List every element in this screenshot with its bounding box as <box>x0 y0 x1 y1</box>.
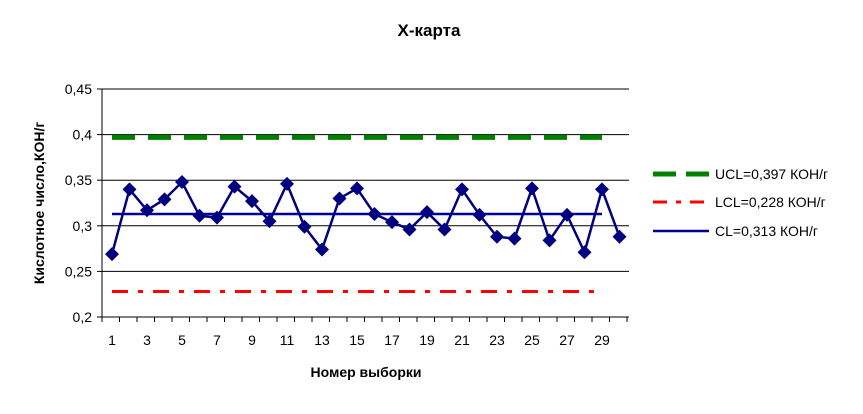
y-tick-label: 0,35 <box>65 172 92 188</box>
axes <box>97 88 629 322</box>
legend-label: LCL=0,228 КОН/г <box>715 194 826 210</box>
y-tick-label: 0,25 <box>65 263 92 279</box>
data-point <box>507 231 522 246</box>
x-tick-label: 15 <box>349 332 365 348</box>
x-tick-label: 9 <box>248 332 256 348</box>
data-point <box>490 229 504 244</box>
y-tick-label: 0,45 <box>65 81 92 97</box>
x-tick-label: 3 <box>143 332 151 348</box>
x-axis-label: Номер выборки <box>311 364 422 380</box>
data-point <box>332 191 347 206</box>
y-tick-label: 0,2 <box>73 309 93 325</box>
gridlines <box>102 88 629 272</box>
data-point <box>122 182 137 197</box>
data-point <box>560 207 574 222</box>
x-tick-label: 21 <box>454 332 470 348</box>
x-tick-labels: 1 3 5 7 9 11 13 15 17 19 21 23 25 27 29 <box>108 332 610 348</box>
legend: UCL=0,397 КОН/г LCL=0,228 КОН/г CL=0,313 К… <box>653 166 828 239</box>
data-point <box>367 206 382 221</box>
data-point <box>455 182 469 197</box>
data-point <box>595 182 609 197</box>
legend-label: CL=0,313 КОН/г <box>715 223 818 239</box>
data-point <box>577 245 592 260</box>
x-tick-label: 23 <box>489 332 505 348</box>
y-tick-label: 0,3 <box>73 218 93 234</box>
x-tick-label: 25 <box>524 332 540 348</box>
control-limit-lines <box>112 134 602 293</box>
data-point <box>175 175 189 190</box>
data-point <box>140 203 154 218</box>
x-tick-label: 17 <box>384 332 400 348</box>
data-point <box>157 192 172 207</box>
data-point <box>315 242 329 257</box>
y-axis-label: Кислотное число,КОН/г <box>31 122 47 284</box>
y-tick-labels: 0,2 0,25 0,3 0,35 0,4 0,45 <box>65 81 92 325</box>
x-tick-label: 11 <box>280 332 295 348</box>
x-tick-label: 19 <box>419 332 435 348</box>
x-tick-label: 7 <box>213 332 221 348</box>
chart-title: X-карта <box>398 21 461 40</box>
data-point <box>280 176 294 191</box>
data-point <box>262 214 277 229</box>
y-tick-label: 0,4 <box>73 127 93 143</box>
data-point <box>385 215 399 230</box>
data-point <box>192 208 207 223</box>
series-line <box>110 179 621 256</box>
data-point <box>472 207 487 222</box>
data-point <box>105 247 119 262</box>
legend-label: UCL=0,397 КОН/г <box>715 166 828 182</box>
x-tick-label: 1 <box>108 332 116 348</box>
data-point <box>525 181 539 196</box>
x-tick-label: 27 <box>559 332 575 348</box>
data-point <box>542 233 557 248</box>
data-point <box>437 222 452 237</box>
data-point <box>612 229 627 244</box>
data-series <box>105 175 627 262</box>
data-point <box>420 205 434 220</box>
x-tick-label: 13 <box>314 332 330 348</box>
data-point <box>297 219 312 234</box>
data-point <box>350 181 364 196</box>
data-point <box>402 222 417 237</box>
data-point <box>210 210 224 225</box>
x-tick-label: 29 <box>594 332 610 348</box>
data-point <box>245 194 259 209</box>
data-point <box>227 179 242 194</box>
x-tick-label: 5 <box>178 332 186 348</box>
